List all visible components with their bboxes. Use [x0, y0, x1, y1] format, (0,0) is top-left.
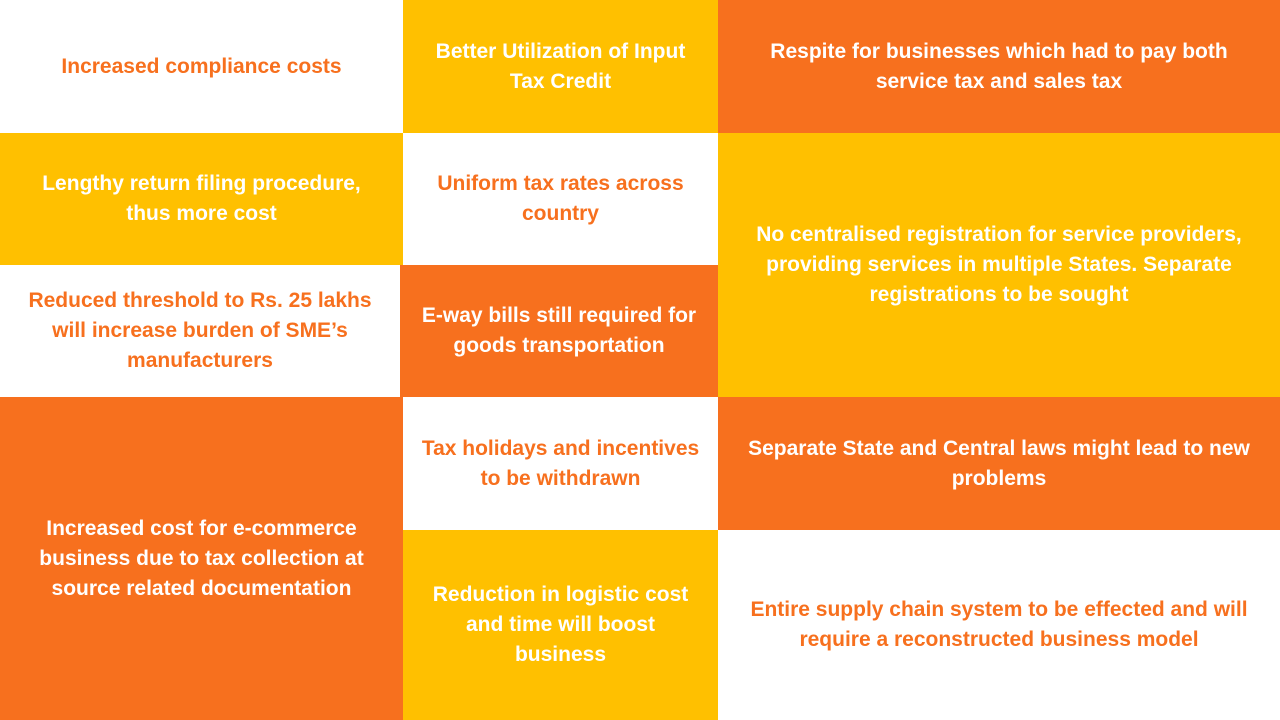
tile-text: E-way bills still required for goods tra… — [421, 304, 697, 357]
tile-text: Increased cost for e-commerce business d… — [39, 516, 364, 600]
tile-text: Separate State and Central laws might le… — [748, 436, 1250, 490]
tile-text: Tax holidays and incentives to be withdr… — [421, 436, 700, 490]
tile-input-tax-credit: Better Utilization of Input Tax Credit — [403, 0, 718, 133]
tile-text: Increased compliance costs — [61, 54, 342, 78]
tile-text: Lengthy return filing procedure, thus mo… — [42, 172, 361, 225]
tile-increased-compliance-costs: Increased compliance costs — [0, 0, 403, 133]
tile-logistic-cost: Reduction in logistic cost and time will… — [403, 530, 718, 720]
tile-text: Better Utilization of Input Tax Credit — [435, 39, 686, 93]
tile-text: Respite for businesses which had to pay … — [770, 39, 1228, 93]
tile-separate-laws: Separate State and Central laws might le… — [718, 397, 1280, 530]
tile-no-centralised-registration: No centralised registration for service … — [718, 133, 1280, 397]
tile-ecommerce-cost: Increased cost for e-commerce business d… — [0, 397, 403, 720]
tile-uniform-tax-rates: Uniform tax rates across country — [403, 133, 718, 265]
tile-text: Entire supply chain system to be effecte… — [750, 598, 1248, 651]
tile-eway-bills: E-way bills still required for goods tra… — [400, 265, 718, 397]
tile-text: Reduced threshold to Rs. 25 lakhs will i… — [28, 289, 372, 372]
tile-lengthy-return-filing: Lengthy return filing procedure, thus mo… — [0, 133, 403, 265]
tile-respite-businesses: Respite for businesses which had to pay … — [718, 0, 1280, 133]
tile-text: No centralised registration for service … — [756, 223, 1242, 306]
tile-text: Reduction in logistic cost and time will… — [432, 583, 689, 666]
tile-supply-chain: Entire supply chain system to be effecte… — [718, 530, 1280, 720]
tile-text: Uniform tax rates across country — [437, 172, 684, 225]
tile-tax-holidays: Tax holidays and incentives to be withdr… — [403, 397, 718, 530]
tile-reduced-threshold: Reduced threshold to Rs. 25 lakhs will i… — [0, 265, 400, 397]
